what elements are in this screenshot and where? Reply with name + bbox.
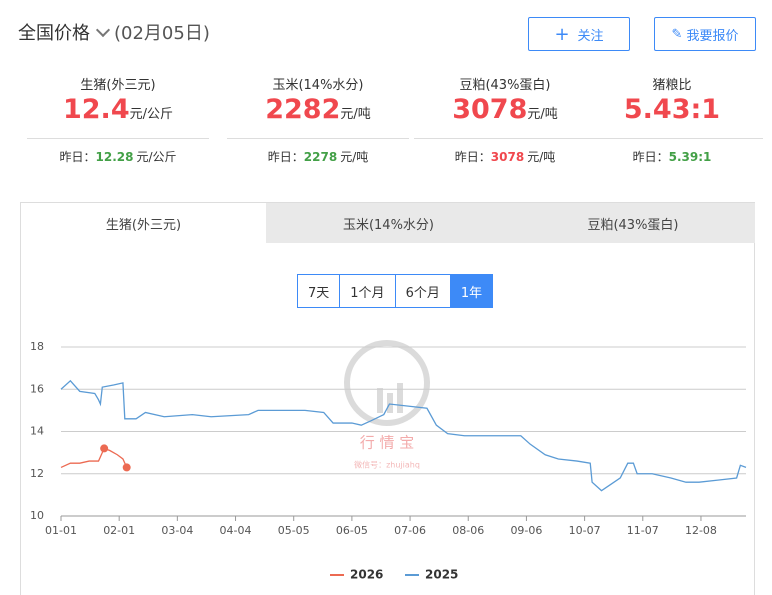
stat-label: 豆粕(43%蛋白) [459,78,551,93]
chart-panel: 生猪(外三元) 玉米(14%水分) 豆粕(43%蛋白) 7天 1个月 6个月 1… [20,202,755,595]
yesterday: 昨日：3078 元/吨 [410,148,600,165]
y-tick-label: 14 [30,425,44,438]
range-button[interactable]: 1年 [449,274,494,308]
unit: 元/吨 [527,150,556,164]
yesterday-value: 3078 [490,150,525,164]
watermark-subtitle: 微信号：zhujiahq [354,460,420,470]
divider [414,138,596,139]
x-tick-label: 06-05 [336,524,368,537]
x-tick-label: 03-04 [161,524,193,537]
stat-value: 3078元/吨 [410,94,600,132]
point-marker [100,444,109,453]
yesterday-label: 昨日： [454,150,491,164]
watermark [344,340,430,426]
watermark-logo [377,388,383,413]
stat-label: 生猪(外三元) [80,78,156,93]
value: 12.4 [62,94,130,125]
yesterday: 昨日：2278 元/吨 [223,148,413,165]
y-tick-label: 16 [30,382,44,395]
yesterday: 昨日：12.28 元/公斤 [23,148,213,165]
series-line [60,447,128,469]
watermark-logo [344,340,430,426]
range-selector: 7天 1个月 6个月 1年 [297,274,494,308]
y-tick-label: 12 [30,467,44,480]
x-tick-label: 08-06 [452,524,484,537]
edit-icon: ✎ [671,26,683,42]
unit: 元/吨 [340,150,369,164]
chart: 行 情 宝 微信号：zhujiahq 10 12 14 16 18 01-01 02-01 0… [30,340,747,582]
title: 全国价格 [18,23,90,44]
point-marker [122,463,131,472]
value: 5.43:1 [623,94,721,125]
x-tick-label: 04-04 [220,524,252,537]
unit: 元/公斤 [136,150,177,164]
dropdown-icon[interactable] [95,22,111,38]
legend-label: 2025 [425,568,458,582]
plus-icon: + [554,23,570,45]
stat-card: 生猪(外三元) 12.4元/公斤 昨日：12.28 元/公斤 [23,74,213,165]
x-tick-label: 11-07 [627,524,659,537]
series-line [60,379,747,492]
date: (02月05日) [114,23,210,44]
stat-value: 2282元/吨 [223,94,413,132]
value: 3078 [452,94,528,125]
yesterday-label: 昨日： [632,150,669,164]
tab[interactable]: 生猪(外三元) [21,203,266,243]
tab[interactable]: 玉米(14%水分) [266,203,511,243]
yesterday-value: 12.28 [95,150,134,164]
stat-card: 豆粕(43%蛋白) 3078元/吨 昨日：3078 元/吨 [410,74,600,165]
watermark-logo [387,393,393,413]
unit: 元/吨 [527,107,558,122]
yesterday-value: 2278 [303,150,338,164]
stat-value: 5.43:1 [577,94,767,132]
stat-label: 猪粮比 [652,78,692,93]
legend-label: 2026 [350,568,383,582]
divider [27,138,209,139]
stat-label: 玉米(14%水分) [272,78,364,93]
divider [581,138,763,139]
x-tick-label: 01-01 [45,524,77,537]
watermark-logo [397,383,403,413]
watermark-title: 行 情 宝 [360,434,415,452]
divider [227,138,409,139]
unit: 元/吨 [340,107,371,122]
tab[interactable]: 豆粕(43%蛋白) [511,203,755,243]
yesterday-label: 昨日： [59,150,96,164]
y-tick-label: 10 [30,509,44,522]
stat-card: 玉米(14%水分) 2282元/吨 昨日：2278 元/吨 [223,74,413,165]
x-tick-label: 12-08 [685,524,717,537]
x-tick-label: 10-07 [569,524,601,537]
quote-button[interactable]: ✎ 我要报价 [654,17,756,51]
y-tick-label: 18 [30,340,44,353]
value: 2282 [265,94,341,125]
yesterday-value: 5.39:1 [668,150,712,164]
yesterday: 昨日：5.39:1 [577,148,767,165]
x-tick-label: 07-06 [394,524,426,537]
stat-value: 12.4元/公斤 [23,94,213,132]
follow-button[interactable]: + 关注 [528,17,630,51]
x-tick-label: 09-06 [510,524,542,537]
button-text: 关注 [577,28,604,44]
header-title: 全国价格 (02月05日) [18,19,210,45]
unit: 元/公斤 [129,107,173,122]
x-tick-label: 02-01 [103,524,135,537]
button-text: 我要报价 [686,28,739,44]
stat-card: 猪粮比 5.43:1 昨日：5.39:1 [577,74,767,165]
yesterday-label: 昨日： [267,150,304,164]
x-tick-label: 05-05 [278,524,310,537]
